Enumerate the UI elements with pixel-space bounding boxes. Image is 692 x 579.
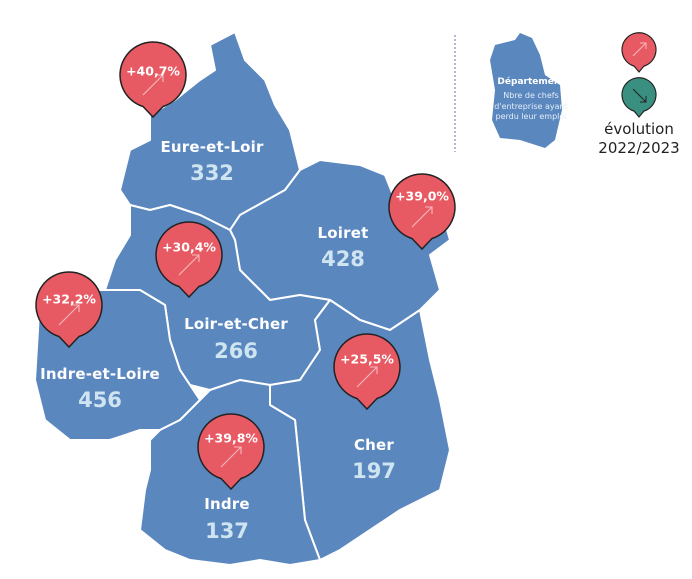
dept-value: 137 [205, 519, 249, 543]
evolution-label: +39,8% [204, 430, 258, 446]
legend-description: Nbre de chefs d'entreprise ayant perdu l… [494, 91, 568, 121]
legend-evolution-label: évolution [604, 120, 674, 138]
evolution-label: +30,4% [162, 239, 216, 255]
arrow-up-right-icon [220, 446, 242, 468]
dept-name: Loir-et-Cher [184, 315, 288, 333]
evolution-label: +40,7% [126, 63, 180, 79]
legend-increase-pin [621, 32, 657, 73]
legend-evolution: évolution 2022/2023 [598, 120, 679, 158]
evolution-pin-up [119, 41, 187, 119]
dept-cher [269, 299, 451, 561]
arrow-up-right-icon [142, 74, 164, 96]
evolution-pin-up [197, 413, 265, 491]
arrow-up-right-icon [58, 304, 80, 326]
dept-value: 428 [321, 247, 365, 271]
arrow-up-right-icon [356, 366, 378, 388]
legend-decrease-pin [621, 77, 657, 118]
dept-name: Loiret [317, 224, 369, 242]
evolution-pin-up [35, 271, 103, 349]
dept-name: Eure-et-Loir [160, 138, 264, 156]
arrow-up-right-icon [411, 206, 433, 228]
evolution-label: +25,5% [340, 351, 394, 367]
evolution-pin-up [388, 173, 456, 251]
evolution-label: +32,2% [42, 291, 96, 307]
legend-department-shape [490, 33, 562, 148]
dept-value: 332 [190, 161, 234, 185]
dept-value: 266 [214, 339, 258, 363]
dept-name: Indre-et-Loire [40, 365, 160, 383]
dept-value: 197 [352, 459, 396, 483]
evolution-pin-up [333, 333, 401, 411]
dept-value: 456 [78, 388, 122, 412]
arrow-up-right-icon [178, 254, 200, 276]
dept-name: Cher [353, 436, 395, 454]
dept-name: Indre [204, 495, 250, 513]
legend-evolution-period: 2022/2023 [598, 139, 680, 157]
evolution-pin-up [155, 221, 223, 299]
evolution-label: +39,0% [395, 188, 449, 204]
legend-title: Département [497, 77, 565, 87]
